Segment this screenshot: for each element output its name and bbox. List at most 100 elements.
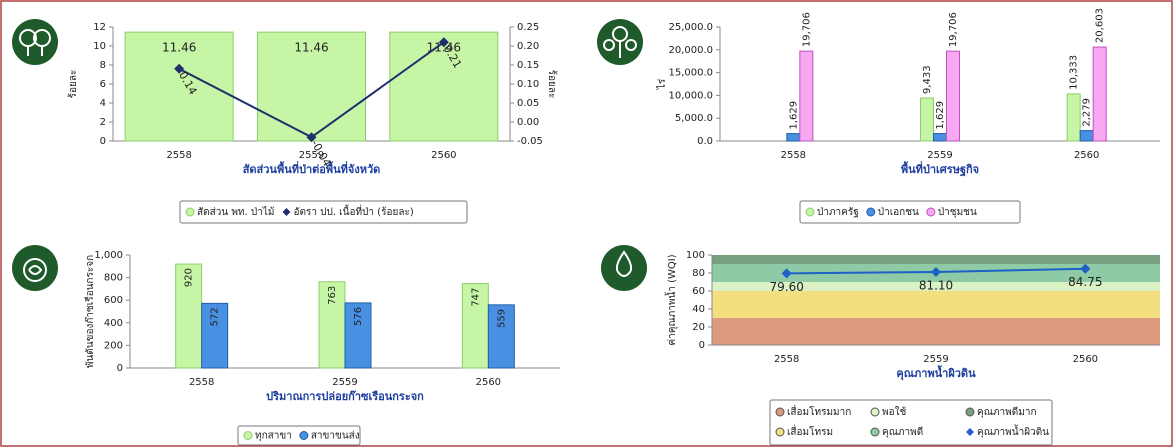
- x-tick-label: 2558: [189, 377, 214, 388]
- y-tick-label: 0: [100, 136, 106, 147]
- legend-marker: [775, 427, 785, 437]
- legend-label: คุณภาพดีมาก: [977, 406, 1037, 418]
- x-tick-label: 2560: [1074, 150, 1099, 161]
- y-axis-title: ร้อยละ: [67, 70, 79, 99]
- y-tick-label: 0.0: [697, 136, 713, 147]
- point: [1080, 263, 1091, 274]
- y-tick-label: 4: [100, 98, 106, 109]
- x-tick-label: 2560: [431, 150, 456, 161]
- y-tick-label: 0: [699, 340, 705, 351]
- y-tick-label: 0.10: [517, 79, 539, 90]
- bar: [1079, 130, 1094, 142]
- data-label: 572: [210, 307, 221, 326]
- legend-marker: [866, 207, 876, 217]
- y-tick-label: 2: [100, 117, 106, 128]
- legend-label: คุณภาพน้ำผิวดิน: [977, 424, 1049, 438]
- y2-axis-title: ร้อยละ: [546, 70, 558, 99]
- bar: [933, 133, 947, 142]
- data-label: 81.10: [919, 279, 953, 293]
- y-tick-label: 8: [100, 60, 106, 71]
- data-label: 84.75: [1068, 275, 1102, 289]
- data-label: 920: [184, 268, 195, 287]
- legend-label: ป่าภาครัฐ: [817, 207, 859, 218]
- data-label: 576: [353, 307, 364, 326]
- x-tick-label: 2559: [299, 150, 324, 161]
- legend-marker: [805, 207, 815, 217]
- legend-label: ทุกสาขา: [255, 431, 292, 442]
- data-label: 20,603: [1095, 8, 1106, 43]
- bar: [1092, 46, 1107, 142]
- y-tick-label: 600: [104, 295, 123, 306]
- data-label: 559: [496, 309, 507, 328]
- legend-box: [799, 200, 1021, 224]
- quality-band: [712, 255, 1160, 264]
- legend-label: ป่าเอกชน: [878, 207, 919, 218]
- bar: [257, 31, 366, 142]
- legend-box: [179, 200, 468, 224]
- y-tick-label: 15,000.0: [668, 68, 713, 79]
- icon-money-tree: [597, 19, 643, 65]
- y-tick-label: 0.00: [517, 117, 539, 128]
- y-tick-label: 200: [104, 340, 123, 351]
- legend-marker: [299, 431, 309, 440]
- legend-marker: [870, 407, 880, 417]
- y-axis-title: ไร่: [656, 78, 668, 90]
- icon-water: [601, 245, 647, 291]
- bar: [461, 283, 489, 369]
- x-tick-label: 2559: [923, 354, 948, 365]
- bar: [1066, 93, 1081, 142]
- legend-marker: [775, 407, 785, 417]
- quality-band: [712, 291, 1160, 318]
- x-tick-label: 2558: [781, 150, 806, 161]
- legend-label: สัดส่วน พท. ป่าไม้: [197, 206, 274, 218]
- y-tick-label: 0.05: [517, 98, 539, 109]
- bar: [318, 281, 346, 369]
- x-axis-title: สัดส่วนพื้นที่ป่าต่อพื้นที่จังหวัด: [243, 161, 381, 176]
- bar: [946, 50, 960, 142]
- x-tick-label: 2559: [927, 150, 952, 161]
- legend-marker: [965, 407, 975, 417]
- legend-marker: [282, 208, 291, 216]
- data-label: 9,433: [922, 65, 933, 94]
- x-tick-label: 2560: [476, 377, 501, 388]
- bar: [487, 304, 515, 369]
- x-tick-label: 2559: [332, 377, 357, 388]
- bar: [344, 302, 372, 369]
- x-axis-title: พื้นที่ป่าเศรษฐกิจ: [901, 161, 979, 177]
- y-tick-label: 10: [93, 41, 106, 52]
- y-tick-label: 25,000.0: [668, 22, 713, 33]
- legend-label: คุณภาพดี: [882, 426, 923, 438]
- bar: [799, 50, 814, 142]
- y-tick-label: 6: [100, 79, 106, 90]
- y-tick-label: 10,000.0: [668, 90, 713, 101]
- legend-label: ป่าชุมชน: [938, 207, 977, 218]
- x-tick-label: 2560: [1073, 354, 1098, 365]
- legend-marker: [870, 427, 880, 437]
- data-label: 11.46: [427, 41, 461, 55]
- bar: [389, 31, 499, 142]
- y-tick-label: 5,000.0: [675, 113, 713, 124]
- data-label: 11.46: [162, 41, 196, 55]
- y-tick-label: 60: [692, 286, 705, 297]
- data-label: 10,333: [1069, 55, 1080, 90]
- data-label: 79.60: [769, 280, 803, 294]
- y-tick-label: 20,000.0: [668, 45, 713, 56]
- y-tick-label: 20: [692, 322, 705, 333]
- y-tick-label: 0: [117, 363, 123, 374]
- y-tick-label: 100: [686, 250, 705, 261]
- data-label: 747: [470, 288, 481, 307]
- legend-box: [769, 399, 1053, 446]
- y-tick-label: 0.25: [517, 22, 539, 33]
- data-label: 1,629: [935, 101, 946, 130]
- bar: [920, 97, 934, 142]
- bar: [201, 302, 229, 369]
- legend-label: สาขาขนส่ง: [311, 431, 360, 442]
- legend-marker: [926, 207, 936, 217]
- y-tick-label: 12: [93, 22, 106, 33]
- legend-label: อัตรา ปป. เนื้อที่ป่า (ร้อยละ): [293, 204, 413, 218]
- point: [174, 63, 185, 74]
- quality-band: [712, 282, 1160, 291]
- y-tick-label: 80: [692, 268, 705, 279]
